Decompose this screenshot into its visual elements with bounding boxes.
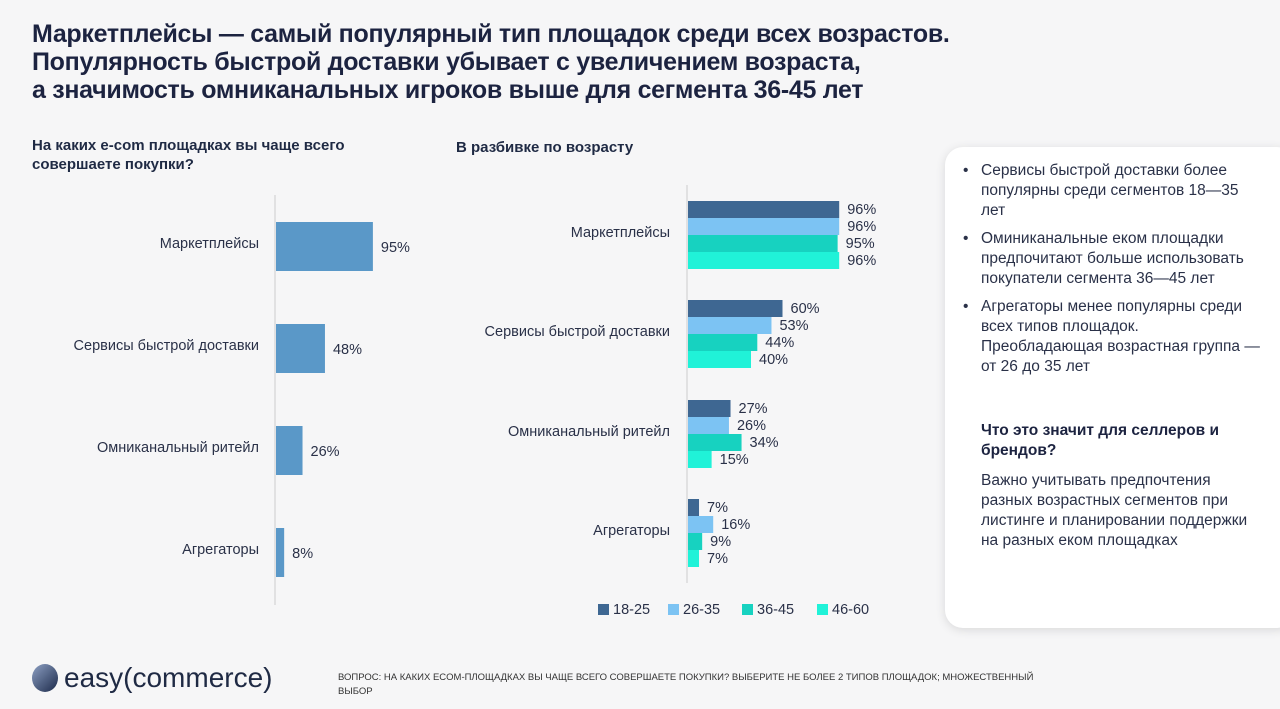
data-label: 95% <box>846 236 875 252</box>
data-label: 8% <box>292 546 313 562</box>
card-text: Важно учитывать предпочтения разных возр… <box>981 472 1248 549</box>
data-label: 15% <box>720 452 749 468</box>
bar-26-35 <box>688 516 714 533</box>
category-label: Агрегаторы <box>593 523 670 539</box>
data-label: 34% <box>750 435 779 451</box>
bar-26-35 <box>688 218 840 235</box>
bar <box>276 222 373 271</box>
legend-label: 36-45 <box>757 602 794 618</box>
data-label: 27% <box>739 401 768 417</box>
bar <box>276 528 285 577</box>
bar <box>276 426 303 475</box>
logo-text: easy(commerce) <box>64 662 273 693</box>
data-label: 9% <box>710 534 731 550</box>
bar-26-35 <box>688 417 729 434</box>
title-line: Маркетплейсы — самый популярный тип площ… <box>32 20 950 48</box>
category-label: Маркетплейсы <box>160 236 259 252</box>
insight-bullet: Агрегаторы менее популярны среди всех ти… <box>963 297 1265 377</box>
insight-bullet: Сервисы быстрой доставки более популярны… <box>963 161 1265 221</box>
card-heading: Что это значит для селлеров и брендов? <box>981 422 1219 459</box>
bar-46-60 <box>688 550 700 567</box>
insights-card: Сервисы быстрой доставки более популярны… <box>945 147 1280 628</box>
bar-46-60 <box>688 351 751 368</box>
bar-36-45 <box>688 334 758 351</box>
data-label: 48% <box>333 342 362 358</box>
category-label: Сервисы быстрой доставки <box>74 338 259 354</box>
bar-18-25 <box>688 499 700 516</box>
category-label: Маркетплейсы <box>571 225 670 241</box>
bar-18-25 <box>688 300 783 317</box>
bar <box>276 324 325 373</box>
bar-46-60 <box>688 451 712 468</box>
data-label: 96% <box>847 253 876 269</box>
legend-swatch <box>742 604 753 615</box>
legend-label: 18-25 <box>613 602 650 618</box>
data-label: 7% <box>707 551 728 567</box>
bar-36-45 <box>688 533 703 550</box>
data-label: 60% <box>791 301 820 317</box>
bar-36-45 <box>688 434 742 451</box>
bar-18-25 <box>688 400 731 417</box>
legend-label: 46-60 <box>832 602 869 618</box>
data-label: 7% <box>707 500 728 516</box>
data-label: 26% <box>737 418 766 434</box>
footnote: ВОПРОС: НА КАКИХ ECOM-ПЛОЩАДКАХ ВЫ ЧАЩЕ … <box>338 672 1034 697</box>
category-label: Агрегаторы <box>182 542 259 558</box>
data-label: 40% <box>759 352 788 368</box>
data-label: 96% <box>847 202 876 218</box>
legend-swatch <box>668 604 679 615</box>
data-label: 26% <box>311 444 340 460</box>
logo: easy(commerce) <box>32 662 272 694</box>
category-label: Омниканальный ритейл <box>97 440 259 456</box>
data-label: 53% <box>779 318 808 334</box>
logo-mark-icon <box>32 664 58 692</box>
data-label: 16% <box>721 517 750 533</box>
data-label: 96% <box>847 219 876 235</box>
data-label: 95% <box>381 240 410 256</box>
title-line: Популярность быстрой доставки убывает с … <box>32 48 861 76</box>
legend-swatch <box>817 604 828 615</box>
bar-46-60 <box>688 252 840 269</box>
page-title: Маркетплейсы — самый популярный тип площ… <box>32 20 950 104</box>
title-line: а значимость омниканальных игроков выше … <box>32 76 864 104</box>
category-label: Сервисы быстрой доставки <box>485 324 670 340</box>
bar-36-45 <box>688 235 838 252</box>
legend-label: 26-35 <box>683 602 720 618</box>
insight-bullet: Оминиканальные еком площадки предпочитаю… <box>963 229 1265 289</box>
category-label: Омниканальный ритейл <box>508 424 670 440</box>
data-label: 44% <box>765 335 794 351</box>
left-chart-title: На каких e-com площадках вы чаще всего с… <box>32 137 345 173</box>
bar-18-25 <box>688 201 840 218</box>
bar-26-35 <box>688 317 772 334</box>
right-chart-title: В разбивке по возрасту <box>456 139 634 156</box>
legend-swatch <box>598 604 609 615</box>
